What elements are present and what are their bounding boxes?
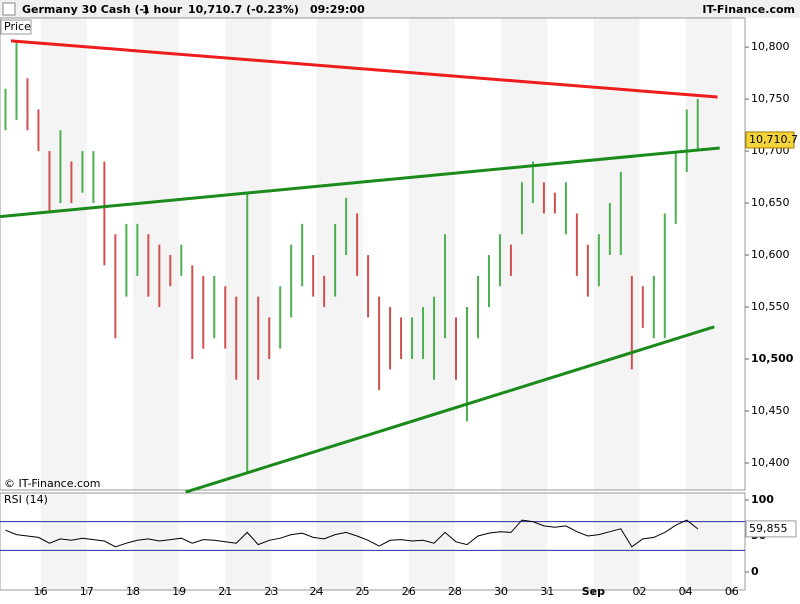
rsi-panel xyxy=(0,492,746,591)
x-tick-label: 26 xyxy=(402,585,416,598)
x-tick-label: 28 xyxy=(448,585,462,598)
last-price-label: 10,710.7 xyxy=(749,133,798,146)
x-tick-label: 31 xyxy=(540,585,554,598)
logo xyxy=(2,2,16,16)
x-tick-label: 24 xyxy=(309,585,323,598)
y-tick-label: 10,750 xyxy=(751,92,790,105)
day-band xyxy=(316,18,363,490)
y-tick-label: 10,800 xyxy=(751,40,790,53)
day-band xyxy=(593,493,640,590)
day-band xyxy=(225,493,272,590)
x-tick-label: 30 xyxy=(494,585,508,598)
rsi-tick-label: 0 xyxy=(751,565,759,578)
rsi-label: RSI (14) xyxy=(4,493,48,506)
trendline xyxy=(0,146,720,219)
y-tick-label: 10,650 xyxy=(751,196,790,209)
day-band xyxy=(685,493,732,590)
x-tick-label: 06 xyxy=(725,585,739,598)
y-tick-label: 10,500 xyxy=(751,352,794,365)
rsi-last-label: 59,855 xyxy=(749,522,788,535)
day-band xyxy=(132,493,180,590)
x-tick-label: 25 xyxy=(356,585,370,598)
brand: IT-Finance.com xyxy=(702,3,795,16)
rsi-tick-label: 100 xyxy=(751,493,774,506)
x-tick-label: 23 xyxy=(264,585,278,598)
time: 09:29:00 xyxy=(310,3,365,16)
x-tick-label: Sep xyxy=(582,585,605,598)
day-band xyxy=(685,18,732,490)
day-band xyxy=(40,18,87,490)
x-tick-label: 02 xyxy=(633,585,647,598)
price-label-box xyxy=(0,19,32,35)
y-tick-label: 10,400 xyxy=(751,456,790,469)
quote: 10,710.7 (-0.23%) xyxy=(188,3,299,16)
symbol: Germany 30 Cash (-) xyxy=(22,3,149,16)
x-tick-label: 19 xyxy=(172,585,186,598)
interval: 1 hour xyxy=(142,3,183,16)
rsi-line xyxy=(5,519,699,548)
watermark: © IT-Finance.com xyxy=(4,477,101,490)
day-band xyxy=(132,18,180,490)
day-band xyxy=(40,493,87,590)
price-panel xyxy=(0,17,746,491)
x-tick-label: 16 xyxy=(34,585,48,598)
x-tick-label: 18 xyxy=(126,585,140,598)
day-band xyxy=(593,18,640,490)
day-band xyxy=(501,493,548,590)
x-tick-label: 17 xyxy=(80,585,94,598)
y-tick-label: 10,550 xyxy=(751,300,790,313)
header-bar xyxy=(0,0,800,18)
x-tick-label: 04 xyxy=(679,585,693,598)
day-band xyxy=(225,18,272,490)
trendline xyxy=(10,39,718,99)
day-band xyxy=(408,493,455,590)
last-price-box xyxy=(745,131,795,149)
price-label: Price xyxy=(4,20,31,33)
y-tick-label: 10,450 xyxy=(751,404,790,417)
rsi-last-box xyxy=(745,520,797,538)
y-tick-label: 10,600 xyxy=(751,248,790,261)
trendline xyxy=(185,325,715,494)
x-tick-label: 21 xyxy=(218,585,232,598)
day-band xyxy=(501,18,548,490)
day-band xyxy=(316,493,363,590)
